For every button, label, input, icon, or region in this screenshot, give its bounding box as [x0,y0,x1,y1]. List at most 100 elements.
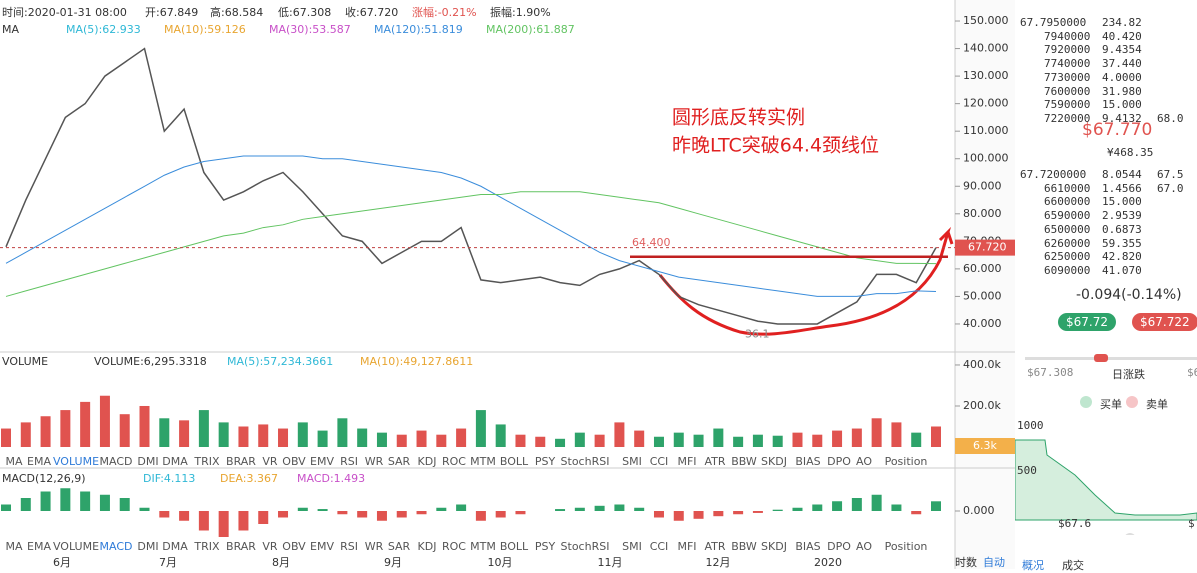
legend-title: VOLUME [2,355,48,368]
indicator-tab[interactable]: EMV [310,540,334,553]
low-label: 36.1 [745,328,770,341]
indicator-tab[interactable]: MFI [677,540,696,553]
indicator-tab[interactable]: DMI [137,455,158,468]
indicator-tab[interactable]: VOLUME [53,455,99,468]
last-price-label: 67.720 [968,241,1007,254]
indicator-tab[interactable]: ROC [442,455,466,468]
indicator-tab[interactable]: BIAS [795,455,820,468]
indicator-tab[interactable]: RSI [340,540,358,553]
x-tick-label: 8月 [272,556,290,569]
indicator-tab[interactable]: TRIX [193,455,220,468]
indicator-tab[interactable]: BBW [731,455,757,468]
indicator-tab[interactable]: TRIX [193,540,220,553]
price-line [5,47,937,325]
indicator-tab[interactable]: BOLL [500,540,529,553]
legend-title: MA [2,23,19,36]
indicator-tab[interactable]: OBV [282,455,306,468]
bid-cell: 1.4566 [1102,181,1142,195]
bid-cell: 67.7200000 [1020,168,1087,181]
indicator-tab[interactable]: MACD [100,455,133,468]
indicator-tab[interactable]: MA [5,540,22,553]
y-tick-label: 0.000 [963,504,995,517]
indicator-tab[interactable]: SMI [622,540,642,553]
indicator-tab[interactable]: MFI [677,455,696,468]
indicator-tab[interactable]: KDJ [418,455,437,468]
indicator-tab[interactable]: DPO [827,455,851,468]
macd-bar [159,511,170,518]
indicator-tab[interactable]: SKDJ [761,455,787,468]
indicator-tab[interactable]: VR [262,455,278,468]
y-tick-label: 100.000 [963,152,1009,165]
indicator-tab[interactable]: DPO [827,540,851,553]
indicator-tab[interactable]: StochRSI [561,455,610,468]
sell-button[interactable]: $67.722 [1132,313,1197,331]
indicator-tab[interactable]: SAR [388,455,411,468]
header-high: 高:68.584 [210,5,263,19]
indicator-tab[interactable]: BOLL [500,455,529,468]
indicator-tab[interactable]: EMA [27,455,51,468]
footer-auto[interactable]: 自动 [983,556,1005,569]
bid-cell: 59.355 [1102,236,1142,250]
indicator-tab[interactable]: DMI [137,540,158,553]
volume-bar [258,424,269,447]
legend-entry: VOLUME:6,295.3318 [94,355,207,368]
indicator-tab[interactable]: WR [365,455,384,468]
indicator-tab[interactable]: ATR [704,455,725,468]
indicator-tab[interactable]: OBV [282,540,306,553]
indicator-tab[interactable]: DMA [162,540,188,553]
legend-entry: MA(5):57,234.3661 [227,355,333,368]
indicator-tab[interactable]: BBW [731,540,757,553]
indicator-tab[interactable]: BIAS [795,540,820,553]
indicator-tab[interactable]: SKDJ [761,540,787,553]
indicator-tab[interactable]: CCI [650,540,669,553]
indicator-tab[interactable]: MACD [100,540,133,553]
indicator-tab[interactable]: ROC [442,540,466,553]
indicator-tab[interactable]: AO [856,540,872,553]
ask-cell: 7590000 [1044,98,1091,112]
indicator-tab[interactable]: PSY [535,455,556,468]
indicator-tab[interactable]: EMA [27,540,51,553]
indicator-tab[interactable]: AO [856,455,872,468]
header-change: 涨幅:-0.21% [412,6,477,19]
volume-bar [634,430,645,447]
indicator-tab[interactable]: DMA [162,455,188,468]
indicator-tab[interactable]: RSI [340,455,358,468]
indicator-tab[interactable]: EMV [310,455,334,468]
indicator-tab[interactable]: KDJ [418,540,437,553]
indicator-tab[interactable]: WR [365,540,384,553]
volume-bar [297,422,308,447]
indicator-tab[interactable]: VOLUME [53,540,99,553]
range-thumb[interactable] [1094,354,1108,362]
indicator-tab[interactable]: MTM [470,455,496,468]
indicator-tab[interactable]: BRAR [226,540,256,553]
indicator-tab[interactable]: MTM [470,540,496,553]
indicator-tab[interactable]: Position [885,455,928,468]
ask-cell: 7220000 [1044,111,1091,125]
indicator-tab[interactable]: MA [5,455,22,468]
tab-overview[interactable]: 概况 [1022,559,1044,572]
ask-cell: 67.7950000 [1020,16,1087,29]
bid-cell: 6610000 [1044,181,1091,195]
day-low: $67.308 [1027,366,1074,379]
ask-cell: 15.000 [1102,98,1142,112]
indicator-tab[interactable]: SMI [622,455,642,468]
header-amplitude: 振幅:1.90% [490,5,551,19]
macd-bar [555,509,566,511]
indicator-tab[interactable]: Position [885,540,928,553]
indicator-tab[interactable]: SAR [388,540,411,553]
ask-cell: 68.0 [1157,111,1184,125]
indicator-tab[interactable]: VR [262,540,278,553]
legend-entry: DIF:4.113 [143,472,195,485]
volume-bar [911,432,922,447]
annotation-curve [658,226,954,336]
macd-bar [198,511,209,531]
buy-button[interactable]: $67.72 [1058,313,1116,331]
depth-handle[interactable] [1124,533,1136,535]
indicator-tab[interactable]: PSY [535,540,556,553]
indicator-tab[interactable]: StochRSI [561,540,610,553]
tab-trades[interactable]: 成交 [1062,559,1084,572]
indicator-tab[interactable]: BRAR [226,455,256,468]
macd-bar [20,498,31,511]
indicator-tab[interactable]: CCI [650,455,669,468]
indicator-tab[interactable]: ATR [704,540,725,553]
